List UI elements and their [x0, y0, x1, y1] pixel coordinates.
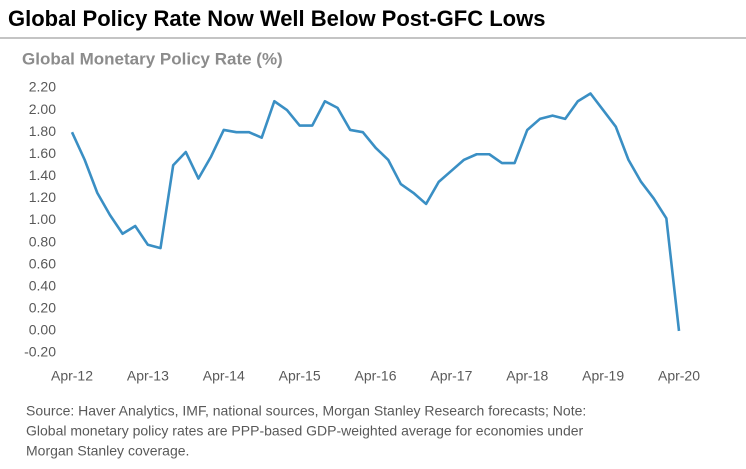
x-tick-label: Apr-15 [279, 368, 321, 384]
x-tick-label: Apr-12 [51, 368, 93, 384]
source-line: Global monetary policy rates are PPP-bas… [26, 423, 584, 439]
x-tick-label: Apr-17 [430, 368, 472, 384]
x-tick-label: Apr-20 [658, 368, 700, 384]
y-tick-label: -0.20 [24, 344, 56, 360]
chart-subtitle: Global Monetary Policy Rate (%) [22, 49, 283, 68]
source-line: Morgan Stanley coverage. [26, 443, 189, 459]
y-tick-label: 1.00 [29, 211, 56, 227]
y-tick-label: 0.40 [29, 277, 56, 293]
y-tick-label: 1.40 [29, 167, 56, 183]
x-tick-label: Apr-13 [127, 368, 169, 384]
y-tick-label: 1.80 [29, 123, 56, 139]
x-tick-label: Apr-14 [203, 368, 245, 384]
y-tick-label: 0.20 [29, 300, 56, 316]
source-line: Source: Haver Analytics, IMF, national s… [26, 403, 586, 419]
y-tick-label: 0.80 [29, 233, 56, 249]
y-tick-label: 2.20 [29, 79, 56, 95]
y-tick-label: 1.20 [29, 189, 56, 205]
x-tick-label: Apr-18 [506, 368, 548, 384]
chart-title: Global Policy Rate Now Well Below Post-G… [8, 6, 545, 31]
y-tick-label: 1.60 [29, 145, 56, 161]
y-tick-label: 2.00 [29, 101, 56, 117]
line-series [70, 92, 681, 332]
x-tick-label: Apr-19 [582, 368, 624, 384]
y-tick-label: 0.00 [29, 322, 56, 338]
y-tick-label: 0.60 [29, 255, 56, 271]
x-tick-label: Apr-16 [354, 368, 396, 384]
